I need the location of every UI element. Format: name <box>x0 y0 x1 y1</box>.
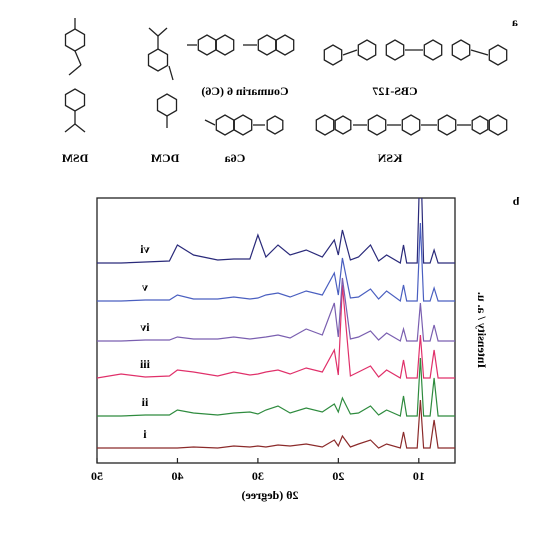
bond <box>74 123 86 133</box>
series-label: vi <box>140 242 150 256</box>
ring <box>315 114 335 136</box>
ring <box>275 34 295 56</box>
x-tick-label: 40 <box>171 469 183 483</box>
xrd-pattern <box>97 399 455 449</box>
ring <box>323 44 343 66</box>
structures <box>64 18 508 136</box>
bond <box>68 64 82 76</box>
bond <box>74 50 82 66</box>
ring <box>156 93 178 117</box>
ring <box>266 115 284 135</box>
series-group <box>97 198 455 449</box>
panel-label: b <box>512 194 519 208</box>
xrd-pattern <box>97 357 455 417</box>
x-tick-label: 10 <box>413 469 425 483</box>
ring <box>257 34 277 56</box>
ring <box>357 39 377 61</box>
series-label: iv <box>140 320 149 334</box>
xrd-pattern <box>97 277 455 342</box>
ring <box>233 114 253 136</box>
ring <box>488 44 508 66</box>
bond <box>148 27 159 37</box>
ring <box>64 88 86 112</box>
bond <box>470 49 489 56</box>
figure-body: a DSM DCM Coumarin 6 (C6) C6a CBS-127 KS… <box>62 15 520 502</box>
ring <box>367 114 387 136</box>
xrd-pattern <box>97 198 455 264</box>
ring <box>334 115 352 135</box>
bond <box>168 65 174 81</box>
x-tick-label: 50 <box>91 469 103 483</box>
ring <box>423 39 443 61</box>
compound-label: DSM <box>62 151 89 165</box>
y-axis-label: Intensity / a. u. <box>475 292 489 368</box>
plot-frame <box>96 197 456 464</box>
ring <box>215 34 235 56</box>
ring <box>64 28 86 52</box>
xrd-pattern <box>97 284 455 379</box>
ring <box>385 39 405 61</box>
panel-label: a <box>512 15 518 29</box>
x-tick-label: 20 <box>332 469 344 483</box>
x-axis-label: 2θ (degree) <box>241 488 298 502</box>
ring <box>215 114 235 136</box>
compound-label: Coumarin 6 (C6) <box>201 84 288 98</box>
compound-label: KSN <box>377 151 402 165</box>
ring <box>488 114 508 136</box>
xrd-pattern <box>97 222 455 303</box>
ring <box>147 48 169 72</box>
x-tick-label: 30 <box>252 469 264 483</box>
compound-label: DCM <box>151 151 180 165</box>
bond <box>64 123 76 133</box>
ring <box>437 114 457 136</box>
bond <box>204 119 216 126</box>
ring <box>451 39 471 61</box>
compound-label: C6a <box>225 151 246 165</box>
series-label: i <box>143 427 147 441</box>
ring <box>197 34 217 56</box>
bond <box>342 49 358 56</box>
bond <box>157 27 168 37</box>
series-label: v <box>142 280 148 294</box>
compound-label: CBS-127 <box>372 84 417 98</box>
series-label: iii <box>139 357 150 371</box>
ring <box>401 114 421 136</box>
ring <box>471 115 489 135</box>
series-label: ii <box>141 395 148 409</box>
